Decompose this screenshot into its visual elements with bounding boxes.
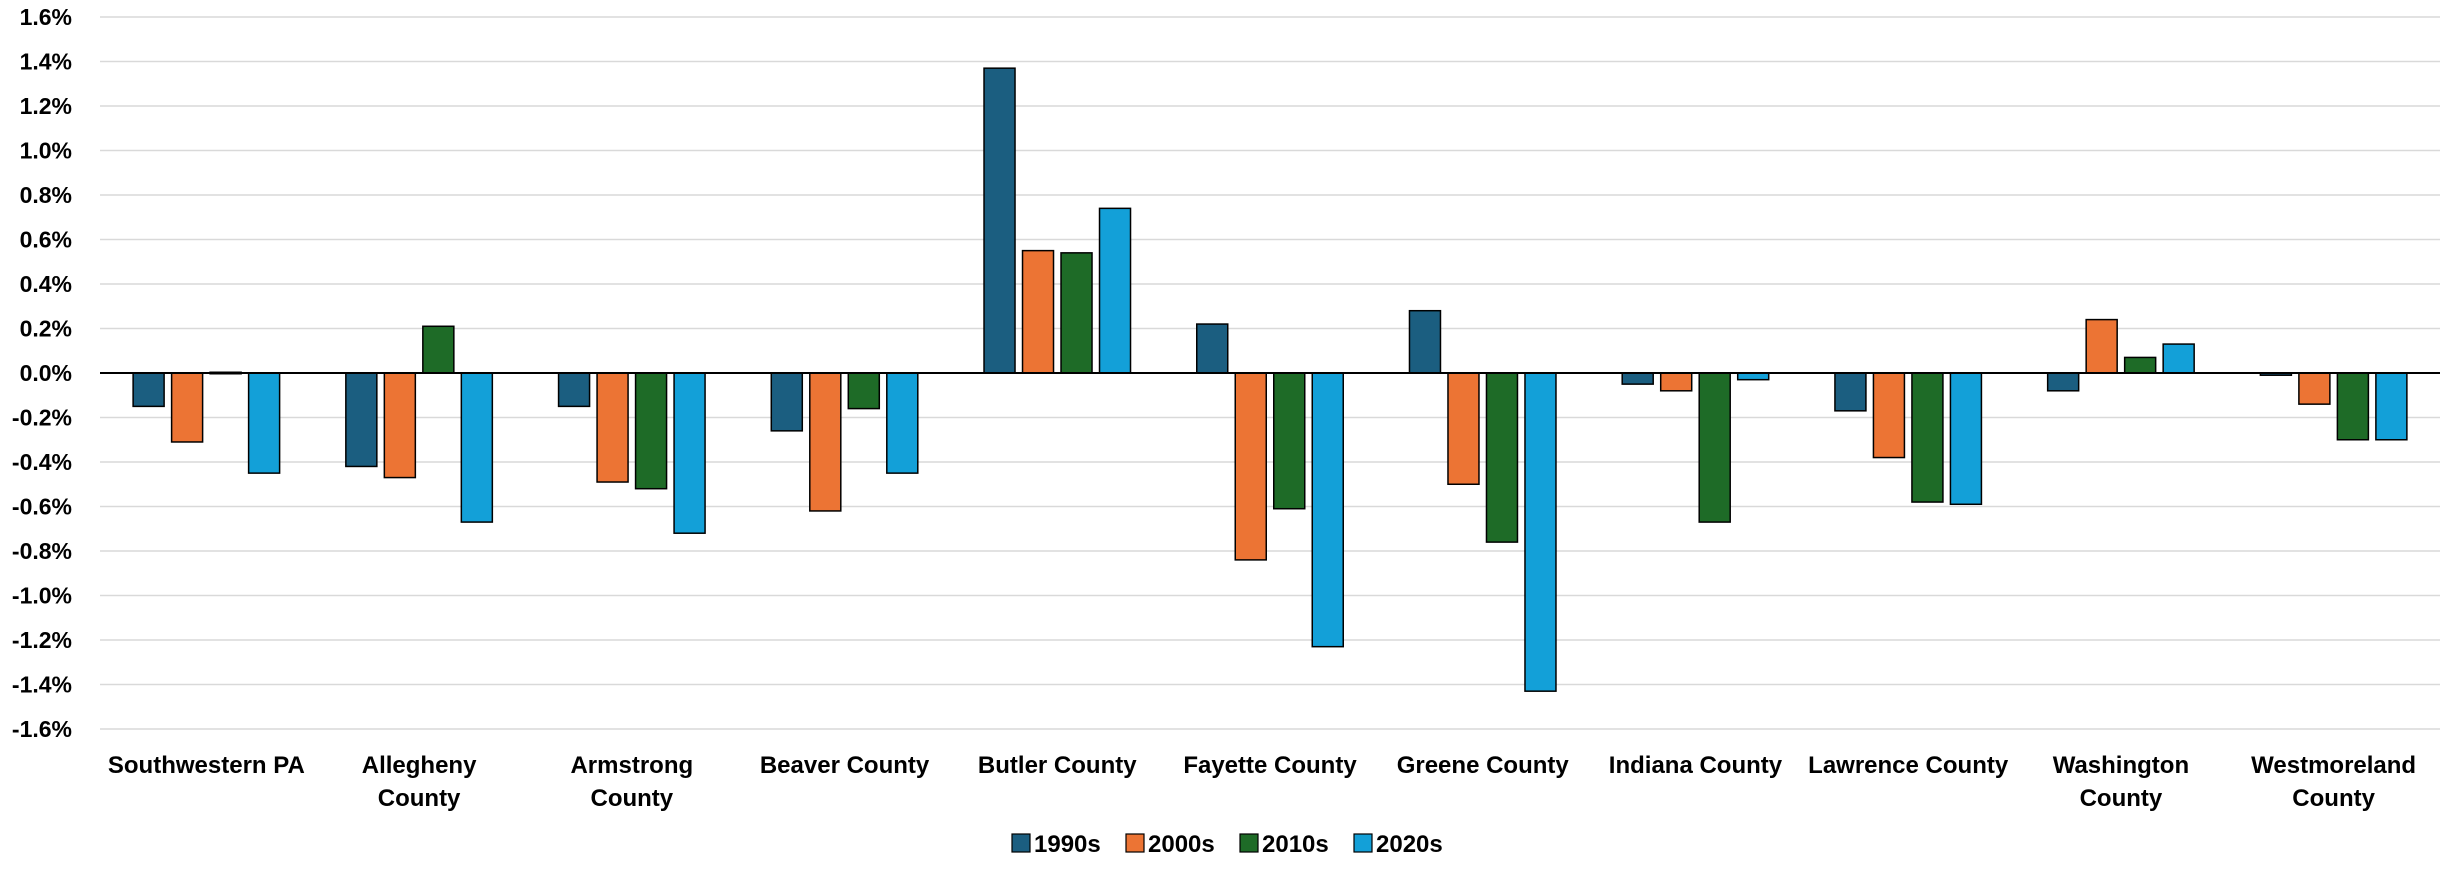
- bar-2010s: [422, 325, 455, 374]
- legend-label-1990s: 1990s: [1034, 831, 1101, 858]
- x-category-label: Westmoreland: [2251, 752, 2416, 779]
- bars: [132, 67, 2408, 692]
- bar-2010s: [1698, 372, 1731, 523]
- bar-2020s: [460, 372, 494, 523]
- legend: 1990s 2000s 2010s 2020s: [1011, 831, 1443, 858]
- legend-swatch-1990s: [1011, 833, 1031, 853]
- x-category-label: Armstrong: [570, 752, 693, 779]
- bar-2000s: [1234, 372, 1267, 561]
- bar-1990s: [1196, 323, 1229, 374]
- bar-2020s: [1098, 207, 1132, 374]
- x-category-label: Greene County: [1397, 752, 1570, 779]
- legend-swatch-2000s: [1125, 833, 1145, 853]
- legend-swatch-2010s: [1239, 833, 1259, 853]
- y-tick-label: 1.2%: [20, 93, 72, 119]
- bar-2000s: [1021, 249, 1055, 374]
- bar-2000s: [809, 372, 842, 512]
- x-category-label: County: [378, 785, 461, 812]
- x-category-label: County: [590, 785, 673, 812]
- x-category-label: Butler County: [978, 752, 1137, 779]
- bar-2020s: [1524, 372, 1557, 692]
- x-category-label: County: [2292, 785, 2375, 812]
- bar-1990s: [1621, 372, 1654, 385]
- y-tick-label: 0.8%: [20, 182, 72, 208]
- legend-label-2010s: 2010s: [1262, 831, 1329, 858]
- bar-1990s: [132, 372, 165, 408]
- y-tick-label: 0.2%: [20, 316, 72, 342]
- bar-2020s: [673, 372, 706, 534]
- y-tick-label: -0.6%: [12, 494, 72, 520]
- y-tick-label: -0.2%: [12, 405, 72, 431]
- bar-2000s: [596, 372, 629, 483]
- bar-2000s: [170, 372, 204, 443]
- y-tick-label: 0.6%: [20, 227, 72, 253]
- y-tick-label: -1.0%: [12, 583, 72, 609]
- legend-label-2000s: 2000s: [1148, 831, 1215, 858]
- y-axis-tick-labels: -1.6% -1.4% -1.2% -1.0% -0.8% -0.6% -0.4% -0.2%…: [12, 4, 72, 742]
- bar-2010s: [2336, 372, 2370, 441]
- y-tick-label: 1.0%: [20, 138, 72, 164]
- bar-2010s: [1273, 372, 1306, 510]
- x-category-label: Fayette County: [1183, 752, 1357, 779]
- bar-1990s: [770, 372, 804, 432]
- bar-2000s: [383, 372, 417, 479]
- x-axis-category-labels: Southwestern PA Allegheny County Armstrong C…: [108, 752, 2416, 812]
- legend-swatch-2020s: [1353, 833, 1373, 853]
- x-category-label: Indiana County: [1609, 752, 1783, 779]
- bar-2010s: [1060, 252, 1093, 374]
- bar-2020s: [1949, 372, 1983, 506]
- bar-2010s: [1911, 372, 1944, 503]
- bar-1990s: [345, 372, 378, 468]
- bar-1990s: [1834, 372, 1867, 412]
- bar-1990s: [557, 372, 591, 408]
- bar-2000s: [1447, 372, 1480, 485]
- x-category-label: Beaver County: [760, 752, 930, 779]
- bar-1990s: [983, 67, 1016, 374]
- bar-2000s: [1659, 372, 1693, 392]
- bar-2010s: [847, 372, 881, 410]
- legend-label-2020s: 2020s: [1376, 831, 1443, 858]
- y-tick-label: -1.6%: [12, 716, 72, 742]
- bar-2020s: [2375, 372, 2408, 441]
- y-tick-label: -0.4%: [12, 449, 72, 475]
- bar-2010s: [2123, 356, 2157, 374]
- x-category-label: Lawrence County: [1808, 752, 2009, 779]
- bar-2010s: [1485, 372, 1519, 543]
- y-tick-label: -1.4%: [12, 672, 72, 698]
- y-tick-label: 0.0%: [20, 360, 72, 386]
- bar-1990s: [2046, 372, 2080, 392]
- y-tick-label: 1.4%: [20, 49, 72, 75]
- bar-2000s: [1872, 372, 1906, 459]
- x-category-label: Southwestern PA: [108, 752, 305, 779]
- bar-2020s: [247, 372, 281, 474]
- bar-2000s: [2085, 318, 2118, 374]
- x-category-label: Washington: [2053, 752, 2189, 779]
- x-category-label: County: [2080, 785, 2163, 812]
- bar-2000s: [2298, 372, 2331, 405]
- bar-2020s: [2162, 343, 2195, 374]
- bar-2020s: [886, 372, 919, 474]
- bar-2020s: [1736, 372, 1770, 381]
- y-tick-label: 0.4%: [20, 271, 72, 297]
- bar-2020s: [1311, 372, 1344, 648]
- bar-2010s: [634, 372, 668, 490]
- bar-1990s: [1408, 309, 1442, 374]
- y-tick-label: 1.6%: [20, 4, 72, 30]
- y-tick-label: -1.2%: [12, 627, 72, 653]
- x-category-label: Allegheny: [362, 752, 477, 779]
- y-tick-label: -0.8%: [12, 538, 72, 564]
